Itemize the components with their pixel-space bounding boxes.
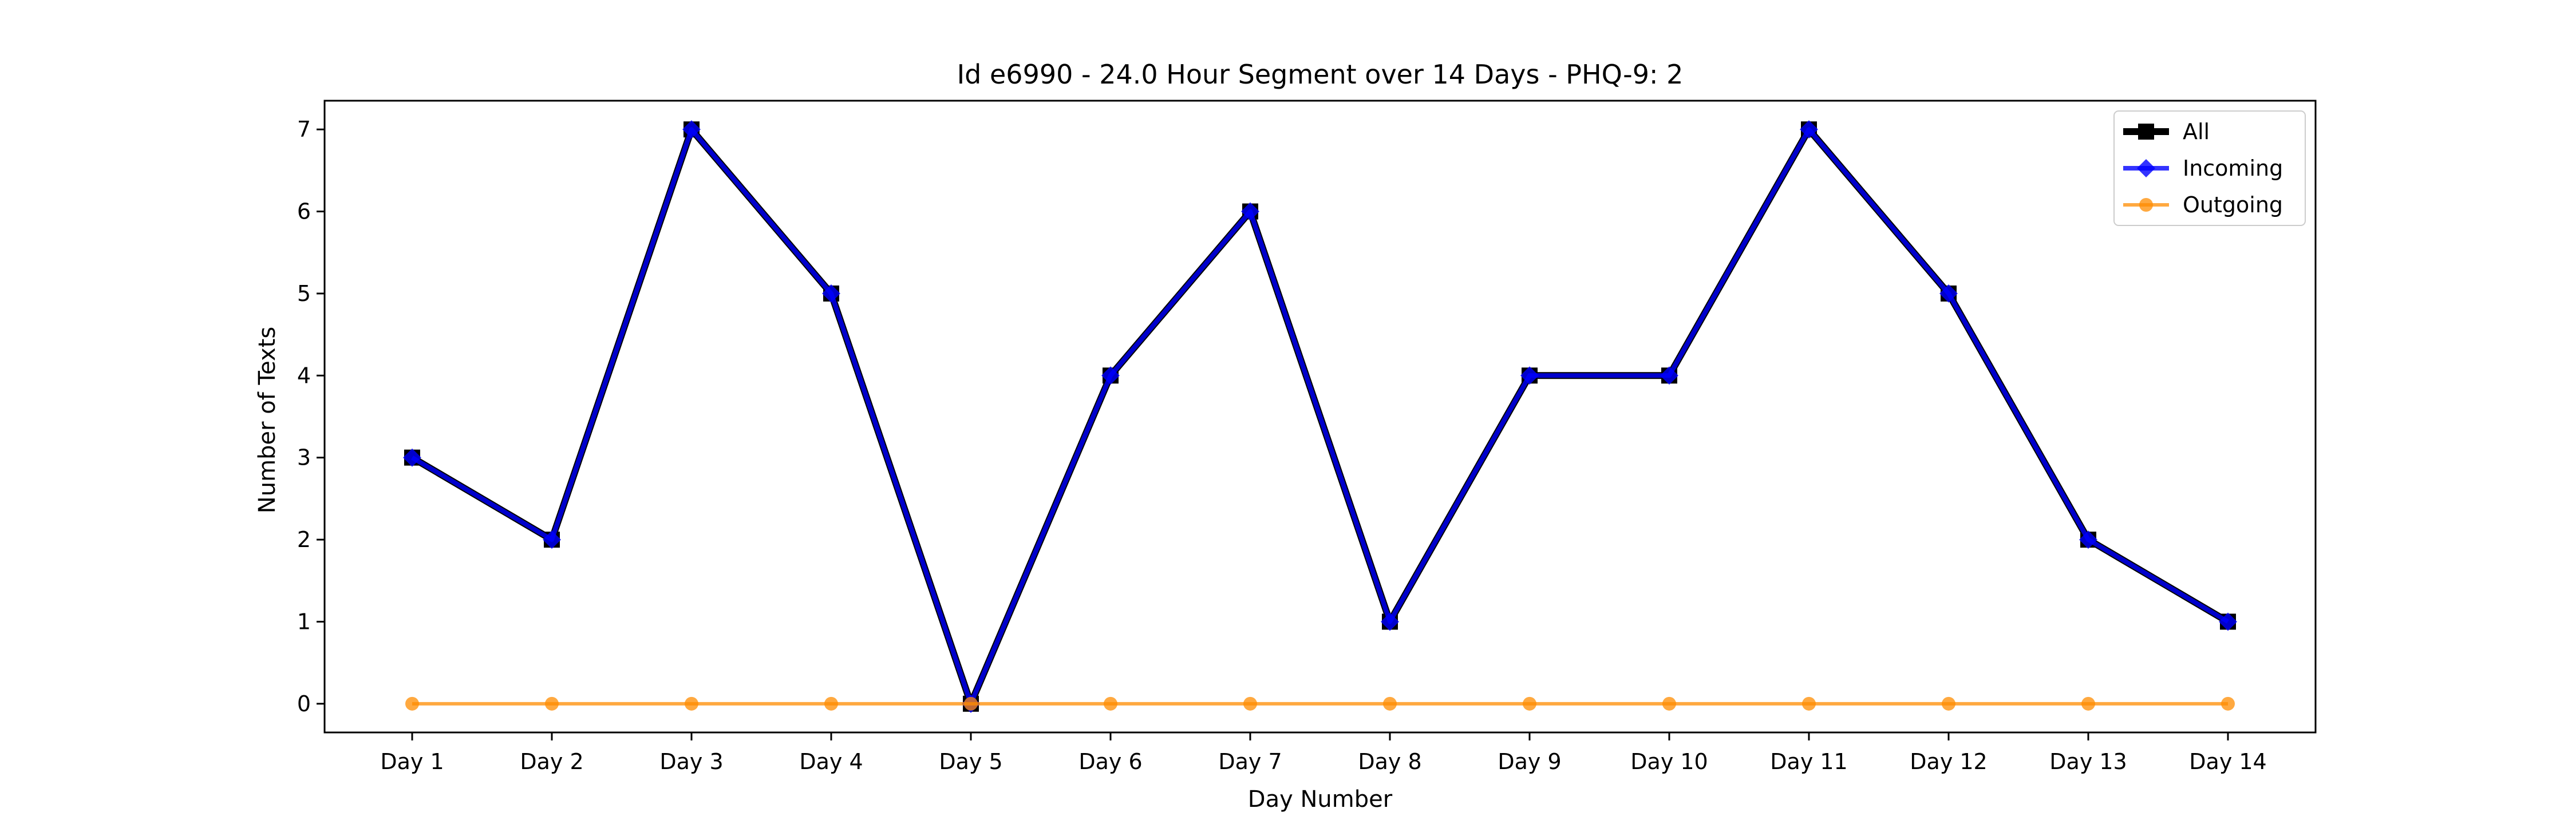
y-tick-label: 7 xyxy=(297,117,311,142)
x-tick-label: Day 6 xyxy=(1078,749,1142,774)
data-point-incoming xyxy=(1939,284,1958,303)
data-point-outgoing xyxy=(2221,696,2235,711)
data-point-outgoing xyxy=(1104,696,1117,711)
x-tick-label: Day 1 xyxy=(380,749,444,774)
data-point-outgoing xyxy=(405,696,419,711)
data-point-outgoing xyxy=(1523,696,1536,711)
axis-ticks: 0 1 2 3 4 5 6 7 Day 1 Day 2 Day 3 Day 4 Day 5 Day 6 Da… xyxy=(297,117,2267,774)
data-point-outgoing xyxy=(964,696,978,711)
legend-label: All xyxy=(2183,119,2210,144)
series-outgoing xyxy=(405,696,2235,711)
legend-swatch-marker xyxy=(2139,198,2153,212)
data-point-incoming xyxy=(1660,366,1678,385)
data-point-incoming xyxy=(2079,530,2097,549)
data-point-outgoing xyxy=(1243,696,1257,711)
legend-item-outgoing: Outgoing xyxy=(2123,192,2283,217)
x-tick-label: Day 9 xyxy=(1498,749,1561,774)
x-tick-label: Day 4 xyxy=(799,749,863,774)
legend-label: Outgoing xyxy=(2183,192,2283,217)
x-tick-label: Day 10 xyxy=(1630,749,1708,774)
legend-box xyxy=(2113,110,2306,226)
x-tick-label: Day 8 xyxy=(1358,749,1421,774)
legend-label: Incoming xyxy=(2183,156,2283,181)
data-point-incoming xyxy=(1800,120,1818,139)
data-point-outgoing xyxy=(2081,696,2095,711)
data-point-outgoing xyxy=(1662,696,1676,711)
data-point-incoming xyxy=(1520,366,1539,385)
x-tick-label: Day 2 xyxy=(520,749,583,774)
series-line-incoming xyxy=(410,127,2230,706)
legend-swatch-marker xyxy=(2137,159,2155,177)
legend-item-all: All xyxy=(2123,119,2210,144)
data-point-outgoing xyxy=(824,696,838,711)
data-point-incoming xyxy=(403,448,421,467)
legend-item-incoming: Incoming xyxy=(2123,156,2283,181)
series-incoming xyxy=(403,120,2237,713)
data-point-incoming xyxy=(1101,366,1120,385)
x-tick-label: Day 7 xyxy=(1218,749,1282,774)
data-point-outgoing xyxy=(1942,696,1955,711)
x-tick-label: Day 14 xyxy=(2189,749,2266,774)
legend-swatch-marker xyxy=(2138,124,2154,140)
data-point-incoming xyxy=(1381,612,1399,631)
y-tick-label: 2 xyxy=(297,527,311,552)
plot-frame xyxy=(323,100,2317,734)
data-point-incoming xyxy=(1241,202,1259,221)
data-point-outgoing xyxy=(1802,696,1816,711)
data-point-incoming xyxy=(2219,612,2237,631)
x-tick-label: Day 5 xyxy=(939,749,1002,774)
x-tick-label: Day 3 xyxy=(659,749,723,774)
y-axis-label: Number of Texts xyxy=(254,327,280,513)
chart-title: Id e6990 - 24.0 Hour Segment over 14 Day… xyxy=(957,59,1684,90)
y-tick-label: 5 xyxy=(297,281,311,306)
data-point-outgoing xyxy=(1383,696,1397,711)
legend: All Incoming Outgoing xyxy=(2113,110,2306,226)
data-point-incoming xyxy=(822,284,840,303)
x-tick-label: Day 13 xyxy=(2049,749,2127,774)
y-tick-label: 3 xyxy=(297,445,311,470)
x-axis-label: Day Number xyxy=(1248,786,1393,813)
data-point-outgoing xyxy=(545,696,559,711)
y-tick-label: 0 xyxy=(297,691,311,716)
data-point-outgoing xyxy=(685,696,698,711)
y-tick-label: 1 xyxy=(297,609,311,634)
x-tick-label: Day 12 xyxy=(1910,749,1987,774)
data-point-incoming xyxy=(682,120,701,139)
data-point-incoming xyxy=(543,530,561,549)
y-tick-label: 6 xyxy=(297,199,311,224)
plot-area xyxy=(403,120,2237,713)
x-tick-label: Day 11 xyxy=(1770,749,1847,774)
y-tick-label: 4 xyxy=(297,363,311,388)
